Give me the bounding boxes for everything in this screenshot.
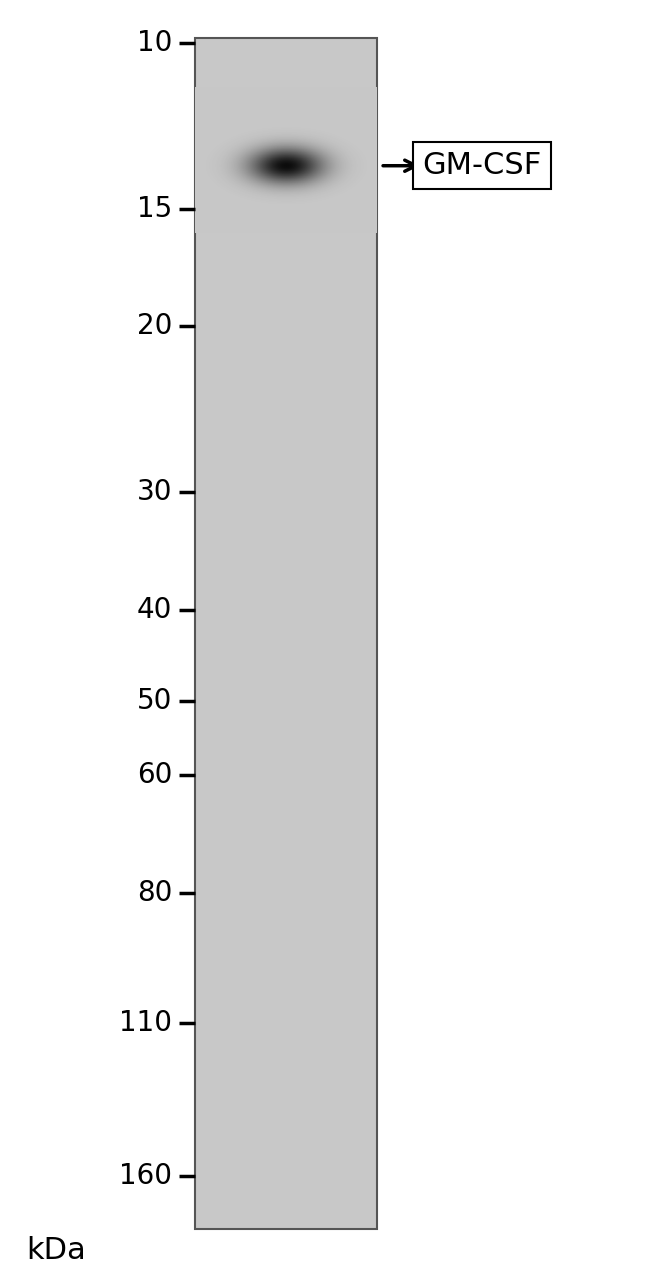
Text: 30: 30 xyxy=(136,478,172,506)
Text: 15: 15 xyxy=(137,195,172,223)
Polygon shape xyxy=(195,38,377,1230)
Text: GM-CSF: GM-CSF xyxy=(422,151,541,181)
Text: 80: 80 xyxy=(137,879,172,907)
Text: 10: 10 xyxy=(137,29,172,57)
Text: kDa: kDa xyxy=(26,1236,86,1264)
Text: 60: 60 xyxy=(137,762,172,790)
Text: 20: 20 xyxy=(137,313,172,341)
Text: 40: 40 xyxy=(137,595,172,623)
Text: 160: 160 xyxy=(119,1163,172,1191)
Text: 110: 110 xyxy=(119,1009,172,1037)
Text: 50: 50 xyxy=(137,687,172,715)
